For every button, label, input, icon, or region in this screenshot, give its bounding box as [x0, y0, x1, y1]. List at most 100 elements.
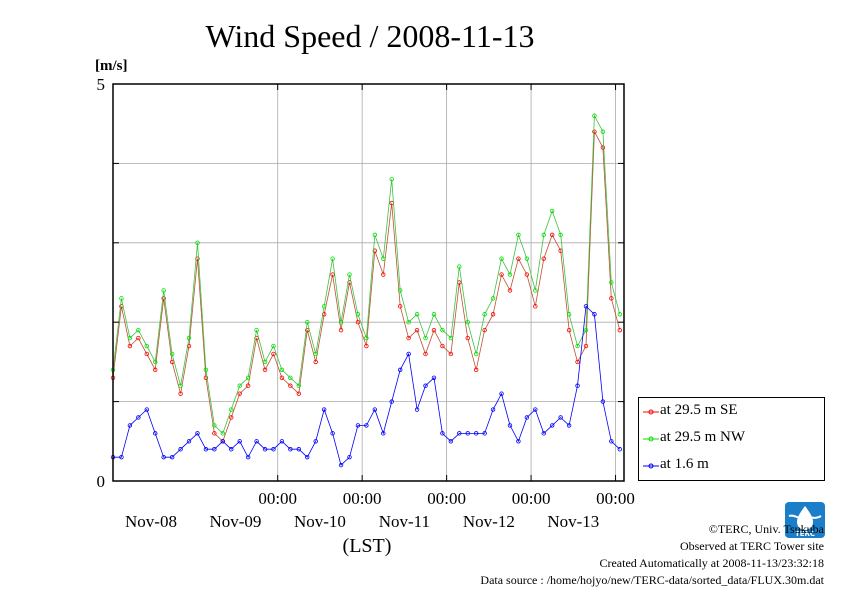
legend-label-low: at 1.6 m [660, 456, 709, 472]
data-point [305, 454, 310, 460]
data-point [499, 272, 504, 277]
data-point [457, 431, 462, 436]
data-point [541, 431, 546, 436]
data-point [338, 462, 344, 468]
x-tick-time-label: 00:00 [258, 489, 297, 508]
data-point [355, 320, 361, 325]
data-point [524, 415, 530, 420]
data-point [592, 129, 597, 134]
svg-text:TERC: TERC [795, 530, 815, 538]
data-point [245, 454, 251, 460]
data-point [389, 399, 394, 404]
data-point [389, 177, 394, 182]
data-point [127, 335, 133, 341]
data-point [465, 431, 470, 436]
data-point [448, 335, 454, 341]
data-point [186, 335, 192, 341]
data-point [507, 288, 513, 293]
data-point [406, 320, 411, 325]
data-point [136, 415, 141, 420]
data-point [431, 312, 437, 317]
data-point [592, 312, 597, 317]
series-line [112, 130, 621, 443]
data-point [262, 367, 268, 373]
data-point [575, 343, 580, 349]
data-point [414, 407, 420, 412]
data-point [533, 407, 538, 412]
data-point [288, 383, 293, 388]
data-point [220, 431, 226, 436]
data-point [119, 296, 124, 301]
data-point [169, 351, 175, 357]
data-point [609, 280, 614, 285]
series-2 [110, 304, 622, 468]
data-point [296, 383, 302, 388]
data-point [313, 351, 318, 357]
data-point [347, 454, 352, 460]
data-point [440, 327, 445, 333]
x-date-label: Nov-08 [125, 512, 177, 531]
data-point [279, 375, 285, 380]
data-point [516, 439, 521, 444]
data-point [195, 431, 200, 436]
data-point [296, 447, 302, 452]
grid [113, 84, 624, 481]
data-point [364, 335, 369, 341]
data-point [381, 431, 386, 436]
data-point [507, 423, 513, 428]
data-point [490, 407, 496, 412]
legend-label-nw: at 29.5 m NW [660, 429, 745, 445]
data-point [321, 312, 327, 317]
data-point [203, 367, 209, 373]
data-point [288, 447, 293, 452]
data-point [136, 335, 141, 341]
data-point [271, 351, 276, 357]
source-text: Data source : /home/hojyo/new/TERC-data/… [480, 573, 824, 587]
data-point [473, 367, 479, 373]
chart-title: Wind Speed / 2008-11-13 [205, 18, 534, 54]
data-point [600, 145, 606, 150]
data-point [490, 296, 496, 301]
data-point [583, 327, 589, 333]
data-point [136, 327, 141, 333]
data-point [558, 415, 563, 420]
data-point [245, 383, 251, 388]
data-point [448, 439, 454, 444]
data-point [144, 351, 149, 357]
data-point [516, 256, 521, 261]
data-point [583, 343, 589, 349]
data-point [271, 343, 276, 349]
data-point [296, 391, 302, 396]
data-point [397, 367, 403, 373]
data-point [313, 439, 318, 444]
data-point [153, 359, 158, 365]
terc-logo: TERC [785, 502, 825, 538]
legend-item-se: at 29.5 m SE [639, 402, 824, 422]
x-tick-time-label: 00:00 [596, 489, 635, 508]
data-point [271, 447, 276, 452]
data-point [237, 383, 242, 388]
data-point [203, 447, 209, 452]
data-point [423, 335, 428, 341]
data-point [609, 296, 614, 301]
copyright-text: ©TERC, Univ. Tsukuba [708, 522, 824, 536]
data-point [431, 327, 437, 333]
data-point [448, 351, 454, 357]
data-point [119, 454, 124, 460]
y-axis-label: [m/s] [95, 58, 128, 74]
data-point [541, 256, 546, 261]
data-point [617, 327, 622, 333]
legend: at 29.5 m SE at 29.5 m NW at 1.6 m [638, 397, 825, 481]
data-point [144, 407, 149, 412]
data-point [473, 351, 479, 357]
data-point [169, 454, 175, 460]
data-point [229, 407, 234, 412]
data-point [161, 296, 166, 301]
data-point [372, 248, 378, 253]
data-point [305, 320, 310, 325]
series-0 [110, 129, 622, 444]
data-point [499, 391, 504, 396]
data-point [229, 447, 234, 452]
x-tick-time-label: 00:00 [343, 489, 382, 508]
data-point [178, 447, 183, 452]
